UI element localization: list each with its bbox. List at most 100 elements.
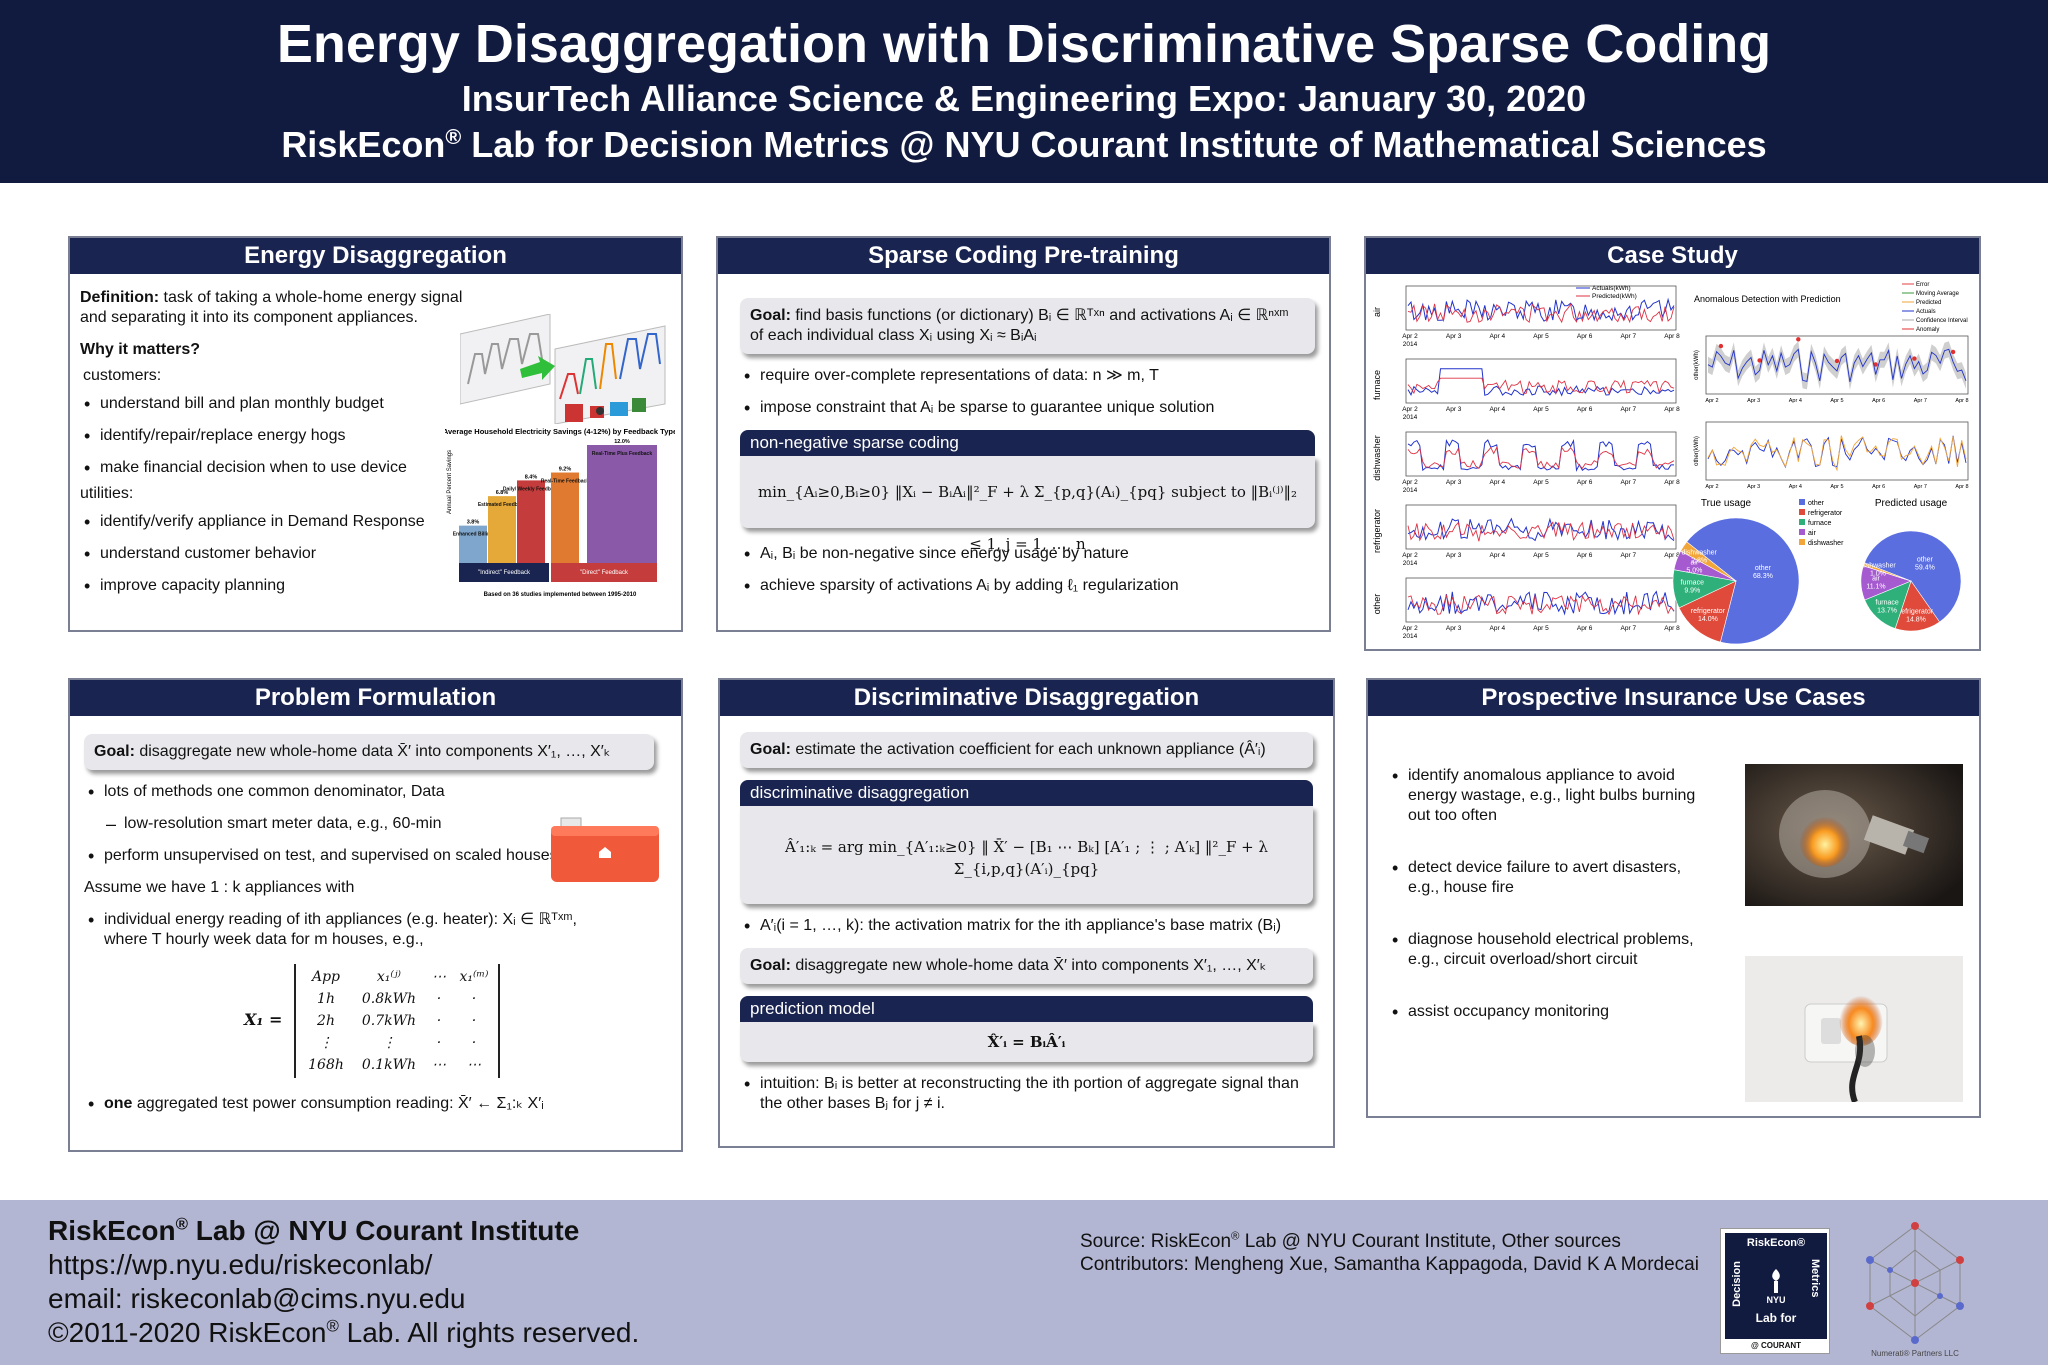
pie-slice-value: 11.1% xyxy=(1866,583,1885,590)
matrix-label: X₁ = xyxy=(244,1010,283,1029)
list-item: A′ᵢ(i = 1, …, k): the activation matrix … xyxy=(740,916,1313,936)
disc-box: discriminative disaggregation Â′₁:ₖ = ar… xyxy=(740,780,1313,904)
anomaly-x-tick: Apr 6 xyxy=(1872,484,1885,490)
numerati-logo: Numerati® Partners LLC xyxy=(1866,1222,1964,1358)
insurance-bullets: identify anomalous appliance to avoid en… xyxy=(1388,766,1708,1022)
poster-subtitle: InsurTech Alliance Science & Engineering… xyxy=(461,78,1587,119)
list-item: make financial decision when to use devi… xyxy=(80,458,671,478)
customers-label: customers: xyxy=(83,367,162,384)
x-tick-label: Apr 5 xyxy=(1533,479,1549,486)
anomaly-predicted-line xyxy=(1707,435,1967,472)
list-item: assist occupancy monitoring xyxy=(1388,1002,1708,1022)
predicted-line xyxy=(1407,521,1675,542)
pie-slice xyxy=(1680,541,1737,582)
panel-title: Case Study xyxy=(1366,238,1979,274)
why-heading: Why it matters? xyxy=(80,341,201,358)
matrix-cell: 0.7kWh xyxy=(361,1013,417,1029)
problem-bullets-3: one aggregated test power consumption re… xyxy=(84,1094,667,1114)
x-tick-label: Apr 2 xyxy=(1402,406,1418,413)
anomaly-x-tick: Apr 2 xyxy=(1705,484,1718,490)
x-tick-label: Apr 3 xyxy=(1446,406,1462,413)
savings-bar xyxy=(459,525,487,563)
anomaly-x-tick: Apr 4 xyxy=(1789,484,1802,490)
goal-box: Goal: disaggregate new whole-home data X… xyxy=(84,734,654,770)
list-item: identify anomalous appliance to avoid en… xyxy=(1388,766,1708,826)
actual-line xyxy=(1407,368,1675,397)
savings-bar-chart: Average Household Electricity Savings (4… xyxy=(445,427,675,598)
savings-bar-value: 3.8% xyxy=(467,520,480,526)
list-item: Aᵢ, Bᵢ be non-negative since energy usag… xyxy=(740,544,1315,564)
pie-slice xyxy=(1864,530,1962,623)
x-tick-label: Apr 2 xyxy=(1402,333,1418,340)
matrix-cell: ⋯ xyxy=(431,969,446,985)
pie-title: Predicted usage xyxy=(1875,498,1948,509)
anomaly-x-tick: Apr 6 xyxy=(1872,398,1885,404)
pie-slice-name: dishwasher xyxy=(1860,562,1896,569)
list-item: understand bill and plan monthly budget xyxy=(80,394,671,414)
anomaly-point xyxy=(1834,358,1840,364)
x-tick-label: Apr 8 xyxy=(1664,333,1680,340)
pie-slice-value: 9.9% xyxy=(1684,588,1700,595)
pie-slice-value: 68.3% xyxy=(1753,573,1773,580)
x-tick-label: Apr 7 xyxy=(1621,406,1637,413)
burning-outlet-image xyxy=(1745,956,1963,1102)
savings-bar-value: 8.4% xyxy=(525,474,538,480)
actual-line xyxy=(1407,590,1675,616)
pie-legend-swatch xyxy=(1799,529,1805,535)
numerati-text: Numerati® Partners LLC xyxy=(1871,1349,1959,1358)
anomaly-charts: Anomalous Detection with Prediction Erro… xyxy=(1694,282,1969,490)
x-tick-label: 2014 xyxy=(1403,414,1418,421)
list-item: require over-complete representations of… xyxy=(740,366,1315,386)
footer-email[interactable]: email: riskeconlab@cims.nyu.edu xyxy=(48,1283,466,1314)
list-item: perform unsupervised on test, and superv… xyxy=(84,846,667,866)
x-tick-label: Apr 7 xyxy=(1621,625,1637,632)
subplot-frame xyxy=(1405,504,1677,550)
predicted-line xyxy=(1407,446,1675,470)
anomaly-point xyxy=(1757,358,1762,363)
panel-sparse-coding: Sparse Coding Pre-training Goal: find ba… xyxy=(716,236,1331,632)
matrix-cell: 2h xyxy=(317,1013,335,1029)
list-item: achieve sparsity of activations Aᵢ by ad… xyxy=(740,576,1315,596)
actual-line xyxy=(1407,517,1675,542)
pie-legend-swatch xyxy=(1799,539,1805,545)
footer-lab: RiskEcon® Lab @ NYU Courant Institute xyxy=(48,1214,580,1246)
savings-bar-value: 9.2% xyxy=(559,467,572,473)
actual-line xyxy=(1407,297,1675,322)
predicted-line xyxy=(1407,377,1675,395)
anomaly-ylabel: other(kWh) xyxy=(1694,350,1700,380)
disc-formula: Â′₁:ₖ = arg min_{A′₁:ₖ≥0} ‖ X̄′ − [B₁ ⋯ … xyxy=(740,806,1313,904)
pie-slice-name: dishwasher xyxy=(1681,550,1717,557)
savings-bar xyxy=(488,496,516,563)
nnsc-box: non-negative sparse coding min_{Aᵢ≥0,Bᵢ≥… xyxy=(740,430,1315,553)
matrix-cell: · xyxy=(471,991,477,1007)
matrix-cell: · xyxy=(471,1013,477,1029)
matrix-cell: ⋮ xyxy=(381,1035,396,1051)
savings-bar-label: Enhanced Billing xyxy=(453,532,494,538)
matrix-cell: · xyxy=(436,1035,442,1051)
pie-slice xyxy=(1863,562,1912,582)
anomaly-actual-line xyxy=(1707,348,1967,383)
pie-slice-name: refrigerator xyxy=(1899,609,1934,616)
prediction-box-title: prediction model xyxy=(740,996,1313,1022)
anomaly-x-tick: Apr 3 xyxy=(1747,398,1760,404)
x-tick-label: Apr 6 xyxy=(1577,625,1593,632)
subplot-frame xyxy=(1405,577,1677,623)
matrix-cell: App xyxy=(311,969,341,985)
pie-slice xyxy=(1686,517,1800,645)
subplot-frame xyxy=(1405,431,1677,477)
list-item: detect device failure to avert disasters… xyxy=(1388,858,1708,898)
nnsc-formula: min_{Aᵢ≥0,Bᵢ≥0} ‖Xᵢ − BᵢAᵢ‖²_F + λ Σ_{p,… xyxy=(740,456,1315,553)
footer-url[interactable]: https://wp.nyu.edu/riskeconlab/ xyxy=(48,1249,433,1280)
usage-pie-charts: True usageother68.3%refrigerator14.0%fur… xyxy=(1672,498,1962,645)
x-tick-label: Apr 2 xyxy=(1402,479,1418,486)
matrix-row: 1h 0.8kWh · · xyxy=(300,988,496,1010)
x-tick-label: 2014 xyxy=(1403,560,1418,567)
x-tick-label: Apr 6 xyxy=(1577,406,1593,413)
panel-case-study: Case Study air Apr 2 2014 Apr 3 Apr 4 Apr 5 Ap… xyxy=(1364,236,1981,651)
x-tick-label: Apr 7 xyxy=(1621,479,1637,486)
x-tick-label: Apr 4 xyxy=(1490,625,1506,632)
direct-band xyxy=(551,563,657,582)
indirect-band xyxy=(459,563,549,582)
savings-bars: 3.8% Enhanced Billing 6.8% Estimated Feedba… xyxy=(453,439,657,563)
